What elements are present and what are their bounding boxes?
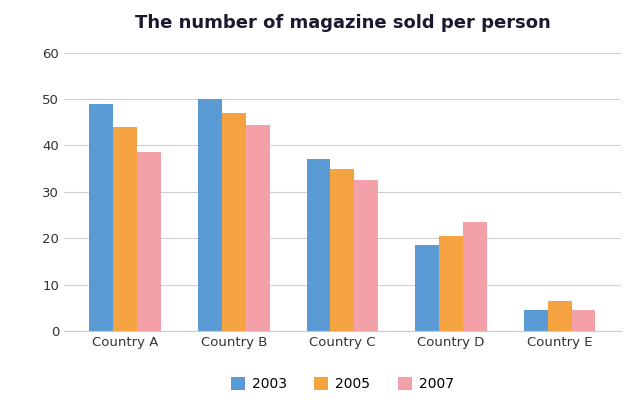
Title: The number of magazine sold per person: The number of magazine sold per person <box>134 13 550 32</box>
Bar <box>524 310 548 331</box>
Bar <box>415 245 439 331</box>
Bar <box>572 310 595 331</box>
Bar <box>439 236 463 331</box>
Bar <box>355 180 378 331</box>
Bar <box>548 301 572 331</box>
Legend: 2003, 2005, 2007: 2003, 2005, 2007 <box>231 377 454 391</box>
Bar <box>90 103 113 331</box>
Bar <box>307 159 330 331</box>
Bar <box>137 152 161 331</box>
Bar <box>222 113 246 331</box>
Bar <box>463 222 487 331</box>
Bar <box>198 99 222 331</box>
Bar <box>113 127 137 331</box>
Bar <box>330 169 355 331</box>
Bar <box>246 124 269 331</box>
